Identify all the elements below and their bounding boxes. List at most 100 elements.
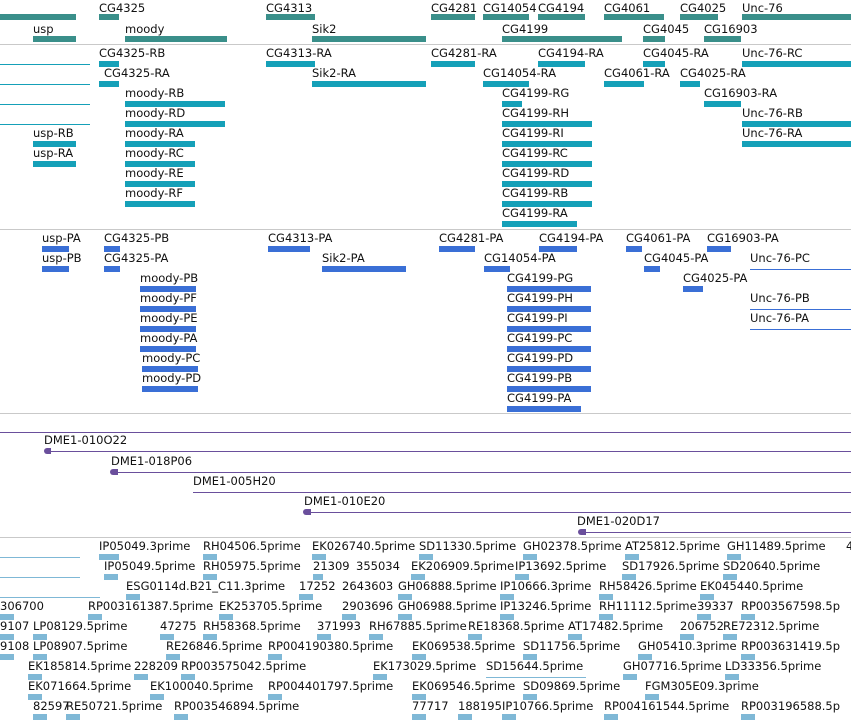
protein-exon[interactable] bbox=[626, 246, 642, 252]
protein-label[interactable]: CG4061-PA bbox=[626, 231, 691, 245]
est-feature[interactable] bbox=[599, 614, 613, 620]
est-feature[interactable] bbox=[33, 634, 47, 640]
est-label[interactable]: EK173029.5prime bbox=[373, 659, 477, 673]
est-feature[interactable] bbox=[0, 634, 14, 640]
protein-label[interactable]: CG4199-PC bbox=[507, 331, 573, 345]
clone-line[interactable] bbox=[580, 532, 851, 533]
gene-bar-sik2[interactable] bbox=[312, 36, 426, 42]
protein-exon[interactable] bbox=[140, 286, 196, 292]
transcript-exon[interactable] bbox=[604, 81, 644, 87]
est-feature[interactable] bbox=[134, 674, 148, 680]
est-label[interactable]: 82597 bbox=[33, 699, 70, 713]
clone-line[interactable] bbox=[0, 432, 851, 433]
protein-label[interactable]: moody-PC bbox=[142, 351, 201, 365]
est-label[interactable]: LD33356.5prime bbox=[725, 659, 822, 673]
transcript-label[interactable]: Sik2-RA bbox=[312, 66, 357, 80]
transcript-label[interactable]: usp-RA bbox=[33, 146, 74, 160]
protein-exon[interactable] bbox=[683, 286, 703, 292]
est-label[interactable]: 228209 bbox=[134, 659, 178, 673]
transcript-exon[interactable] bbox=[99, 61, 119, 67]
est-feature[interactable] bbox=[623, 674, 637, 680]
est-label[interactable]: SD11330.5prime bbox=[419, 539, 517, 553]
est-label[interactable]: LP08907.5prime bbox=[33, 639, 128, 653]
transcript-exon[interactable] bbox=[33, 141, 76, 147]
est-label[interactable]: RH58426.5prime bbox=[599, 579, 697, 593]
est-feature[interactable] bbox=[99, 554, 119, 560]
protein-exon[interactable] bbox=[140, 326, 196, 332]
protein-label[interactable]: CG14054-PA bbox=[484, 251, 556, 265]
est-label[interactable]: SD09869.5prime bbox=[523, 679, 621, 693]
est-feature[interactable] bbox=[66, 714, 80, 720]
gene-label[interactable]: Unc-76 bbox=[742, 1, 783, 15]
transcript-exon[interactable] bbox=[502, 121, 592, 127]
protein-label[interactable]: CG4325-PA bbox=[104, 251, 169, 265]
transcript-label[interactable]: CG4199-RB bbox=[502, 186, 569, 200]
est-feature[interactable] bbox=[88, 614, 102, 620]
est-label[interactable]: 9107 bbox=[0, 619, 30, 633]
protein-label[interactable]: Unc-76-PA bbox=[750, 311, 810, 325]
est-feature[interactable] bbox=[502, 714, 516, 720]
transcript-label[interactable]: usp-RB bbox=[33, 126, 74, 140]
est-feature[interactable] bbox=[599, 594, 613, 600]
est-feature[interactable] bbox=[33, 714, 47, 720]
protein-label[interactable]: moody-PF bbox=[140, 291, 197, 305]
est-label[interactable]: 355034 bbox=[356, 559, 400, 573]
protein-line[interactable] bbox=[750, 309, 851, 310]
est-label[interactable]: SD11756.5prime bbox=[523, 639, 621, 653]
gene-bar-cg4199[interactable] bbox=[502, 36, 622, 42]
transcript-label[interactable]: Unc-76-RA bbox=[742, 126, 803, 140]
est-feature[interactable] bbox=[523, 694, 537, 700]
transcript-exon[interactable] bbox=[538, 61, 585, 67]
est-feature[interactable] bbox=[568, 634, 582, 640]
est-feature[interactable] bbox=[203, 574, 217, 580]
transcript-exon[interactable] bbox=[742, 141, 851, 147]
transcript-exon[interactable] bbox=[99, 81, 119, 87]
est-feature[interactable] bbox=[317, 634, 331, 640]
est-feature[interactable] bbox=[468, 634, 482, 640]
transcript-label[interactable]: CG4199-RG bbox=[502, 86, 570, 100]
est-label[interactable]: IP05049.3prime bbox=[99, 539, 191, 553]
est-feature[interactable] bbox=[28, 674, 42, 680]
transcript-exon[interactable] bbox=[502, 141, 592, 147]
protein-label[interactable]: CG4025-PA bbox=[683, 271, 748, 285]
transcript-exon[interactable] bbox=[312, 81, 426, 87]
est-line[interactable] bbox=[486, 677, 586, 678]
est-label[interactable]: AT25812.5prime bbox=[625, 539, 721, 553]
est-label[interactable]: 206752 bbox=[680, 619, 724, 633]
protein-line[interactable] bbox=[750, 269, 851, 270]
gene-label[interactable]: CG4194 bbox=[538, 1, 585, 15]
protein-exon[interactable] bbox=[439, 246, 475, 252]
est-feature[interactable] bbox=[33, 654, 47, 660]
protein-exon[interactable] bbox=[507, 386, 591, 392]
est-label[interactable]: SD15644.5prime bbox=[486, 659, 584, 673]
transcript-exon[interactable] bbox=[742, 61, 851, 67]
est-feature[interactable] bbox=[727, 554, 741, 560]
transcript-exon[interactable] bbox=[125, 101, 225, 107]
est-feature[interactable] bbox=[373, 674, 387, 680]
est-label[interactable]: RE72312.5prime bbox=[723, 619, 820, 633]
est-feature[interactable] bbox=[500, 614, 514, 620]
protein-label[interactable]: Sik2-PA bbox=[322, 251, 365, 265]
est-label[interactable]: GH07716.5prime bbox=[623, 659, 722, 673]
transcript-label[interactable]: CG4194-RA bbox=[538, 46, 604, 60]
transcript-label[interactable]: CG14054-RA bbox=[483, 66, 557, 80]
transcript-exon[interactable] bbox=[431, 61, 475, 67]
transcript-exon[interactable] bbox=[266, 61, 315, 67]
protein-label[interactable]: CG4045-PA bbox=[644, 251, 709, 265]
est-label[interactable]: RE26846.5prime bbox=[166, 639, 263, 653]
gene-bar-cg4061[interactable] bbox=[604, 14, 664, 20]
clone-line[interactable] bbox=[305, 512, 851, 513]
est-label[interactable]: EK071664.5prime bbox=[28, 679, 132, 693]
protein-exon[interactable] bbox=[507, 366, 591, 372]
protein-label[interactable]: CG4199-PA bbox=[507, 391, 572, 405]
est-feature[interactable] bbox=[638, 654, 652, 660]
protein-exon[interactable] bbox=[42, 246, 69, 252]
transcript-exon[interactable] bbox=[502, 161, 592, 167]
gene-label[interactable]: CG4199 bbox=[502, 22, 549, 36]
gene-bar-unc76[interactable] bbox=[742, 14, 851, 20]
gene-label[interactable]: usp bbox=[33, 22, 54, 36]
est-feature[interactable] bbox=[697, 614, 711, 620]
transcript-exon[interactable] bbox=[704, 101, 741, 107]
transcript-exon[interactable] bbox=[502, 181, 592, 187]
protein-label[interactable]: CG4313-PA bbox=[268, 231, 333, 245]
